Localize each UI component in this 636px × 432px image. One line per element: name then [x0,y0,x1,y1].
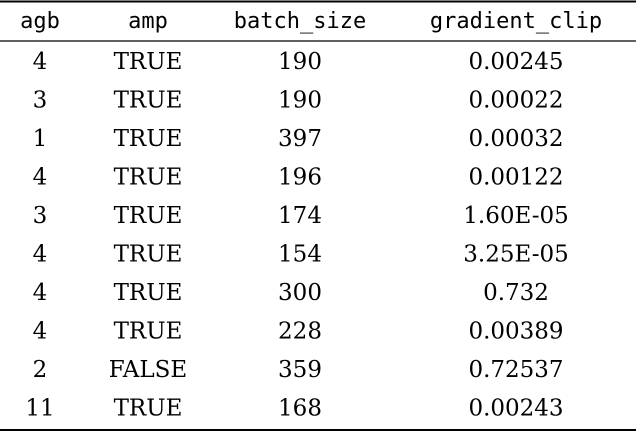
cell: 0.00243 [468,396,563,422]
cell: 4 [33,165,48,191]
cell: 1.60E-05 [463,203,568,229]
header-cell: agb [20,9,60,34]
cell: 154 [278,242,322,268]
cell: TRUE [114,88,183,114]
cell: TRUE [114,396,183,422]
cell: TRUE [114,242,183,268]
cell: 3 [33,88,48,114]
cell: TRUE [114,126,183,152]
cell: 0.00245 [468,49,563,75]
cell: 168 [278,396,322,422]
header-cell: gradient_clip [430,9,602,34]
cell: TRUE [114,203,183,229]
cell: 190 [278,88,322,114]
cell: 4 [33,242,48,268]
cell: TRUE [114,280,183,306]
cell: 397 [278,126,322,152]
cell: 190 [278,49,322,75]
cell: FALSE [109,357,187,383]
cell: 0.00022 [468,88,563,114]
cell: 0.00389 [468,319,563,345]
cell: 4 [33,319,48,345]
cell: 4 [33,280,48,306]
cell: TRUE [114,165,183,191]
cell: 4 [33,49,48,75]
cell: 2 [33,357,48,383]
cell: 1 [33,126,48,152]
cell: 359 [278,357,322,383]
cell: 0.732 [483,280,549,306]
cell: 0.00032 [468,126,563,152]
cell: 3 [33,203,48,229]
header-cell: amp [128,9,168,34]
cell: 300 [278,280,322,306]
cell: TRUE [114,319,183,345]
cell: 11 [25,396,54,422]
cell: TRUE [114,49,183,75]
cell: 174 [278,203,322,229]
cell: 0.72537 [468,357,563,383]
header-cell: batch_size [234,9,366,34]
cell: 0.00122 [468,165,563,191]
cell: 228 [278,319,322,345]
cell: 3.25E-05 [463,242,568,268]
cell: 196 [278,165,322,191]
